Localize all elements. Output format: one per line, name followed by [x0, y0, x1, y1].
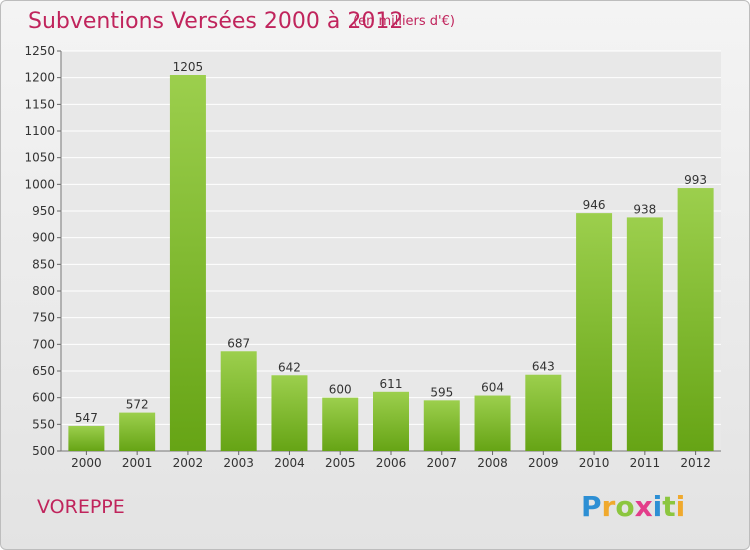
y-tick-label: 600 [32, 391, 55, 405]
x-tick-label: 2002 [173, 456, 204, 470]
bar [119, 412, 156, 451]
y-tick-label: 1150 [24, 97, 55, 111]
x-tick-label: 2000 [71, 456, 102, 470]
plot-area [61, 51, 721, 451]
y-tick-label: 1250 [24, 44, 55, 58]
bar [576, 213, 613, 451]
bar [220, 351, 257, 451]
logo-letter: P [581, 490, 602, 523]
logo-letter: r [601, 490, 616, 523]
y-tick-label: 750 [32, 311, 55, 325]
y-tick-label: 500 [32, 444, 55, 458]
y-tick-label: 1200 [24, 71, 55, 85]
bar [68, 425, 105, 451]
x-tick-label: 2004 [274, 456, 305, 470]
data-label: 600 [329, 383, 352, 397]
y-tick-label: 1100 [24, 124, 55, 138]
x-tick-label: 2009 [528, 456, 559, 470]
y-tick-label: 950 [32, 204, 55, 218]
bar [474, 395, 511, 451]
logo-letter: i [652, 490, 663, 523]
x-tick-label: 2001 [122, 456, 153, 470]
x-tick-label: 2011 [630, 456, 661, 470]
bar [322, 397, 359, 451]
bar [626, 217, 663, 451]
bar [525, 374, 562, 451]
y-tick-label: 800 [32, 284, 55, 298]
data-label: 547 [75, 411, 98, 425]
logo-letter: i [675, 490, 686, 523]
data-label: 595 [430, 385, 453, 399]
bar [373, 391, 409, 451]
data-label: 572 [126, 398, 149, 412]
data-label: 993 [684, 173, 707, 187]
x-tick-label: 2012 [680, 456, 711, 470]
y-tick-label: 650 [32, 364, 55, 378]
proxiti-logo: Proxiti [581, 490, 685, 523]
x-tick-label: 2008 [477, 456, 508, 470]
x-tick-label: 2003 [223, 456, 254, 470]
y-tick-label: 850 [32, 257, 55, 271]
x-tick-label: 2006 [376, 456, 407, 470]
data-label: 1205 [173, 60, 204, 74]
logo-letter: o [615, 490, 635, 523]
bar [271, 375, 308, 451]
data-label: 611 [380, 377, 403, 391]
bar [423, 400, 460, 451]
data-label: 643 [532, 360, 555, 374]
bar [169, 75, 206, 451]
y-tick-label: 700 [32, 337, 55, 351]
y-tick-label: 900 [32, 231, 55, 245]
chart-subtitle: (en milliers d'€) [353, 14, 455, 29]
y-tick-label: 1050 [24, 151, 55, 165]
y-tick-label: 1000 [24, 177, 55, 191]
x-tick-label: 2007 [426, 456, 457, 470]
place-name: VOREPPE [37, 496, 125, 518]
bar [677, 188, 714, 452]
data-label: 938 [633, 202, 656, 216]
logo-letter: x [634, 490, 653, 523]
data-label: 604 [481, 381, 504, 395]
x-tick-label: 2010 [579, 456, 610, 470]
data-label: 946 [583, 198, 606, 212]
y-tick-label: 550 [32, 417, 55, 431]
logo-letter: t [662, 490, 676, 523]
chart-title: Subventions Versées 2000 à 2012 [28, 9, 404, 34]
data-label: 687 [227, 336, 250, 350]
x-tick-label: 2005 [325, 456, 356, 470]
data-label: 642 [278, 360, 301, 374]
